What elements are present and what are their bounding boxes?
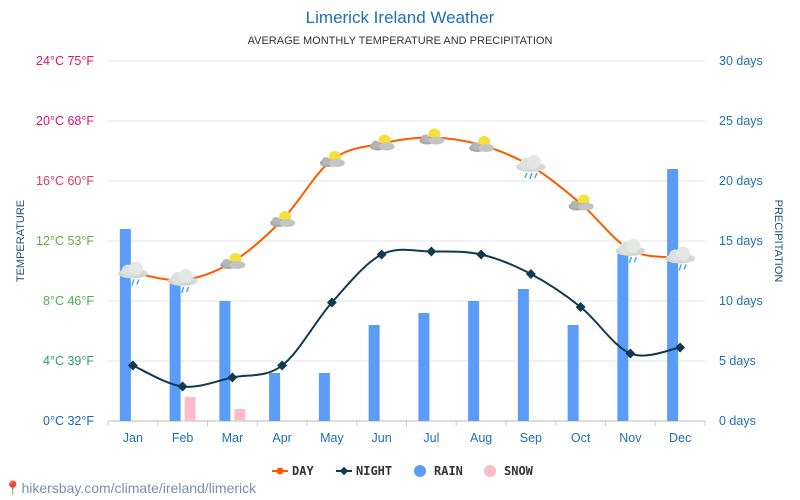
rain-cloud-icon (167, 269, 198, 294)
legend-night-label: NIGHT (356, 464, 392, 478)
right-tick-label: 0 days (719, 414, 756, 428)
rain-bar (667, 169, 679, 421)
rain-bar (567, 325, 579, 421)
chart-subtitle: AVERAGE MONTHLY TEMPERATURE AND PRECIPIT… (247, 35, 553, 47)
right-tick-label: 5 days (719, 354, 756, 368)
month-label: Feb (172, 431, 194, 445)
night-point (476, 249, 487, 260)
day-line (132, 136, 681, 282)
sun-cloud-icon (270, 211, 296, 227)
legend-rain-marker (414, 465, 426, 477)
rain-bar (468, 301, 480, 421)
month-label: Dec (669, 431, 691, 445)
night-point (675, 342, 686, 353)
footer-url[interactable]: hikersbay.com/climate/ireland/limerick (21, 480, 257, 496)
left-tick-label: 12°C 53°F (36, 234, 94, 248)
rain-bar (418, 313, 430, 421)
month-label: Jun (372, 431, 392, 445)
rain-cloud-icon (117, 261, 148, 286)
chart-title: Limerick Ireland Weather (305, 8, 495, 27)
legend-snow-label: SNOW (504, 464, 534, 478)
month-label: May (320, 431, 344, 445)
night-point (575, 302, 586, 312)
night-point (525, 269, 536, 279)
month-label: Sep (520, 431, 542, 445)
rain-bar (318, 373, 330, 421)
left-axis-title: TEMPERATURE (15, 200, 27, 282)
right-tick-label: 15 days (719, 234, 763, 248)
left-tick-label: 0°C 32°F (43, 414, 94, 428)
month-label: Jan (123, 431, 143, 445)
sun-cloud-icon (469, 136, 495, 152)
right-tick-label: 20 days (719, 174, 763, 188)
rain-bar (617, 253, 629, 421)
right-tick-label: 30 days (719, 54, 763, 68)
rain-bar (219, 301, 231, 421)
rain-bar (368, 325, 380, 421)
left-tick-label: 16°C 60°F (36, 174, 94, 188)
month-label: Jul (423, 431, 439, 445)
right-axis-title: PRECIPITATION (772, 200, 784, 283)
month-label: Aug (470, 431, 492, 445)
night-point (625, 348, 636, 359)
left-tick-label: 24°C 75°F (36, 54, 94, 68)
night-point (227, 372, 238, 383)
month-label: Mar (222, 431, 244, 445)
right-tick-label: 25 days (719, 114, 763, 128)
location-pin-icon: 📍 (4, 480, 22, 496)
night-point (326, 297, 337, 308)
snow-bar (234, 409, 246, 421)
month-label: Nov (619, 431, 642, 445)
sun-cloud-icon (220, 253, 246, 269)
left-tick-label: 20°C 68°F (36, 114, 94, 128)
month-label: Oct (571, 431, 591, 445)
month-label: Apr (272, 431, 291, 445)
footer-link[interactable]: 📍hikersbay.com/climate/ireland/limerick (4, 480, 256, 497)
legend-rain-label: RAIN (434, 464, 463, 478)
night-point (127, 360, 138, 371)
rain-bar (517, 289, 529, 421)
rain-cloud-icon (515, 155, 546, 180)
night-point (177, 381, 188, 392)
legend-day-label: DAY (292, 464, 314, 478)
legend-day-marker (276, 467, 284, 475)
legend-snow-marker (484, 465, 496, 477)
sun-cloud-icon (568, 194, 594, 211)
legend-night-marker (339, 466, 349, 476)
night-point (426, 246, 437, 257)
rain-bar (169, 283, 181, 421)
sun-cloud-icon (319, 151, 345, 167)
snow-bar (184, 397, 196, 421)
rain-bar (119, 229, 131, 421)
rain-cloud-icon (615, 239, 646, 264)
left-tick-label: 4°C 39°F (43, 354, 94, 368)
rain-bar (269, 373, 281, 421)
night-point (376, 249, 387, 260)
sun-cloud-icon (419, 128, 445, 145)
right-tick-label: 10 days (719, 294, 763, 308)
night-point (277, 360, 288, 371)
rain-cloud-icon (665, 246, 696, 271)
sun-cloud-icon (369, 134, 395, 151)
left-tick-label: 8°C 46°F (43, 294, 94, 308)
